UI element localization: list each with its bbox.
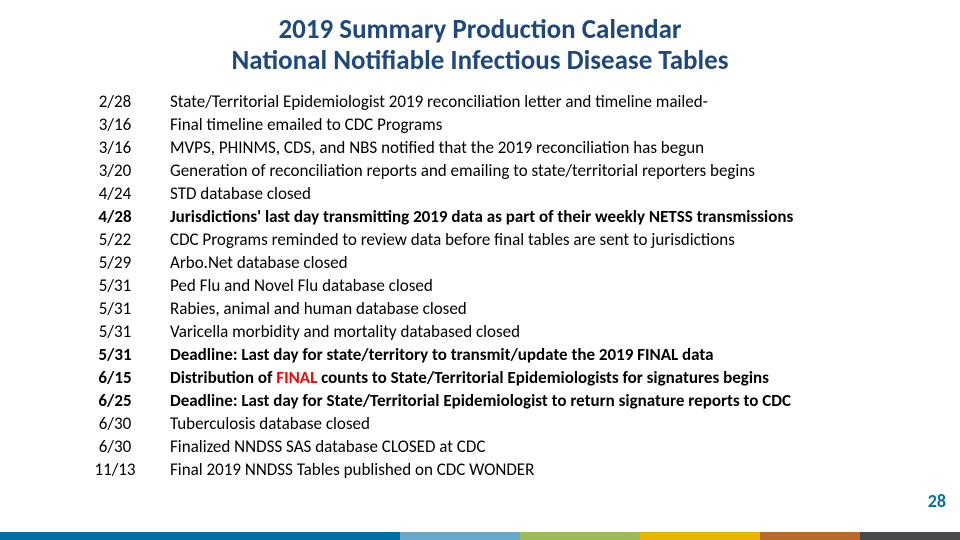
calendar-date: 3/20 (99, 159, 131, 182)
calendar-description: MVPS, PHINMS, CDS, and NBS notified that… (170, 136, 920, 159)
date-column: 2/283/163/163/204/244/285/225/295/315/31… (80, 90, 150, 481)
calendar-description: Jurisdictions' last day transmitting 201… (170, 205, 920, 228)
calendar-date: 6/30 (99, 412, 131, 435)
footer-segment (0, 532, 400, 540)
calendar-description: State/Territorial Epidemiologist 2019 re… (170, 90, 920, 113)
text-part: Rabies, animal and human database closed (170, 298, 467, 319)
calendar-description: Tuberculosis database closed (170, 412, 920, 435)
text-part: Arbo.Net database closed (170, 252, 348, 273)
calendar-date: 4/24 (99, 182, 131, 205)
calendar-date: 6/15 (98, 366, 131, 389)
footer-segment (640, 532, 760, 540)
calendar-description: Arbo.Net database closed (170, 251, 920, 274)
text-part: Deadline: Last day for State/Territorial… (170, 390, 791, 411)
calendar-description: Rabies, animal and human database closed (170, 297, 920, 320)
calendar-description: Finalized NNDSS SAS database CLOSED at C… (170, 435, 920, 458)
calendar-description: Deadline: Last day for State/Territorial… (170, 389, 920, 412)
slide: 2019 Summary Production Calendar Nationa… (0, 0, 960, 540)
title-line-2: National Notifiable Infectious Disease T… (40, 45, 920, 76)
calendar-date: 5/31 (99, 274, 131, 297)
calendar-description: CDC Programs reminded to review data bef… (170, 228, 920, 251)
text-part: Generation of reconciliation reports and… (170, 160, 755, 181)
calendar-date: 5/31 (99, 320, 131, 343)
text-part: Finalized NNDSS SAS database CLOSED at C… (170, 436, 485, 457)
text-part: State/Territorial Epidemiologist 2019 re… (170, 91, 708, 112)
text-part: Final timeline emailed to CDC Programs (170, 114, 442, 135)
calendar-date: 3/16 (99, 136, 131, 159)
title-line-1: 2019 Summary Production Calendar (40, 14, 920, 45)
calendar-description: Final 2019 NNDSS Tables published on CDC… (170, 458, 920, 481)
text-part: Tuberculosis database closed (170, 413, 370, 434)
text-part: counts to State/Territorial Epidemiologi… (317, 367, 769, 388)
calendar-description: Deadline: Last day for state/territory t… (170, 343, 920, 366)
calendar-date: 6/30 (99, 435, 131, 458)
description-column: State/Territorial Epidemiologist 2019 re… (170, 90, 920, 481)
text-part: Deadline: Last day for state/territory t… (170, 344, 714, 365)
footer-bar (0, 532, 960, 540)
calendar-content: 2/283/163/163/204/244/285/225/295/315/31… (40, 90, 920, 481)
calendar-description: Final timeline emailed to CDC Programs (170, 113, 920, 136)
text-part: Jurisdictions' last day transmitting 201… (170, 206, 793, 227)
page-number: 28 (928, 490, 946, 512)
calendar-date: 11/13 (94, 458, 135, 481)
text-part: MVPS, PHINMS, CDS, and NBS notified that… (170, 137, 704, 158)
text-part: Final 2019 NNDSS Tables published on CDC… (170, 459, 534, 480)
calendar-description: STD database closed (170, 182, 920, 205)
calendar-date: 5/29 (99, 251, 131, 274)
calendar-description: Ped Flu and Novel Flu database closed (170, 274, 920, 297)
slide-title: 2019 Summary Production Calendar Nationa… (40, 14, 920, 76)
calendar-date: 5/22 (99, 228, 131, 251)
text-part: STD database closed (170, 183, 311, 204)
calendar-date: 4/28 (98, 205, 131, 228)
text-part: Distribution of (170, 367, 276, 388)
calendar-description: Varicella morbidity and mortality databa… (170, 320, 920, 343)
calendar-date: 3/16 (99, 113, 131, 136)
footer-segment (760, 532, 860, 540)
footer-segment (860, 532, 960, 540)
calendar-description: Generation of reconciliation reports and… (170, 159, 920, 182)
calendar-date: 6/25 (98, 389, 131, 412)
footer-segment (520, 532, 640, 540)
text-part: CDC Programs reminded to review data bef… (170, 229, 735, 250)
calendar-date: 5/31 (98, 343, 131, 366)
text-part: Ped Flu and Novel Flu database closed (170, 275, 433, 296)
text-part: Varicella morbidity and mortality databa… (170, 321, 520, 342)
calendar-date: 2/28 (99, 90, 131, 113)
footer-segment (400, 532, 520, 540)
calendar-description: Distribution of FINAL counts to State/Te… (170, 366, 920, 389)
text-part: FINAL (276, 367, 317, 388)
calendar-date: 5/31 (99, 297, 131, 320)
